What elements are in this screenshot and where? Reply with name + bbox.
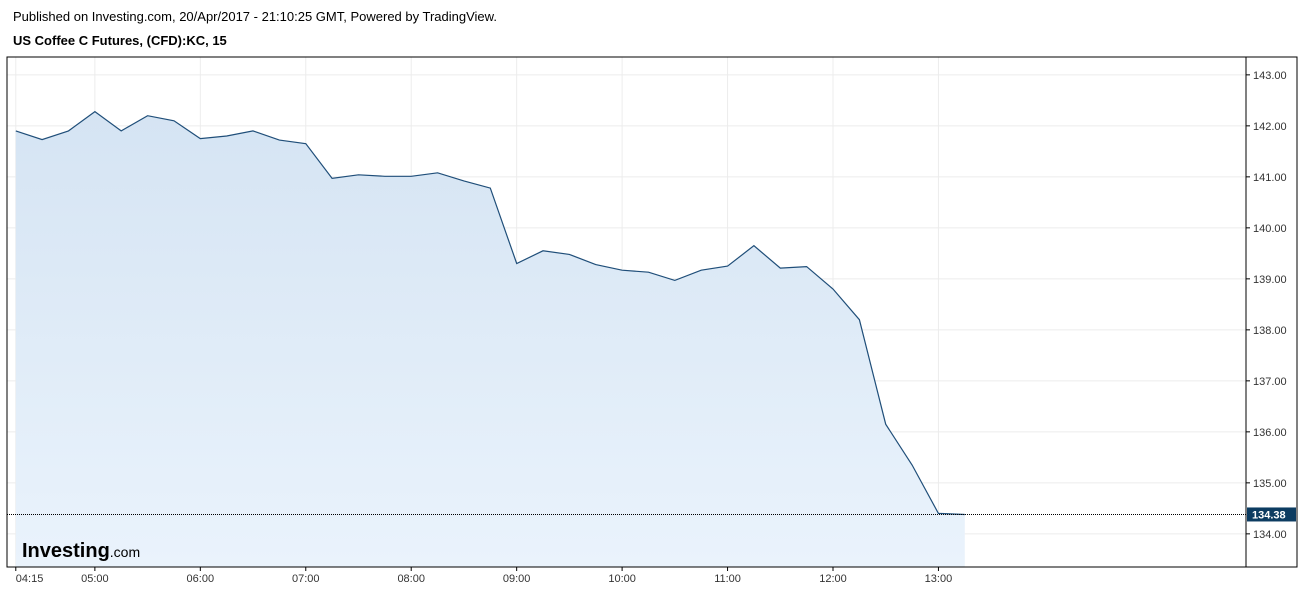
- chart-frame: [6, 56, 1298, 568]
- price-area-fill: [15, 111, 965, 567]
- x-tick-label: 08:00: [397, 573, 425, 585]
- investing-logo: Investing.com: [22, 540, 140, 562]
- y-tick-label: 140.00: [1253, 223, 1287, 235]
- y-tick-label: 137.00: [1253, 376, 1287, 388]
- y-tick-label: 135.00: [1253, 478, 1287, 490]
- x-tick-label: 11:00: [714, 573, 741, 585]
- price-line: [15, 110, 965, 516]
- y-tick-label: 136.00: [1253, 427, 1287, 439]
- y-tick-label: 142.00: [1253, 121, 1287, 133]
- grid: [7, 57, 1246, 567]
- y-tick-label: 138.00: [1253, 325, 1287, 337]
- last-price-value: 134.38: [1252, 509, 1286, 521]
- x-tick-label: 09:00: [503, 573, 531, 585]
- x-tick-label: 10:00: [608, 573, 636, 585]
- svg-text:Investing.com: Investing.com: [22, 540, 140, 562]
- chart-border: [6, 56, 1298, 568]
- x-tick-label: 07:00: [292, 573, 320, 585]
- y-tick-label: 139.00: [1253, 274, 1287, 286]
- x-axis: 04:15 05:00 06:00 07:00 08:00 09:00 10:00 11:00…: [15, 567, 953, 585]
- y-tick-label: 143.00: [1253, 70, 1287, 82]
- x-tick-label: 12:00: [819, 573, 847, 585]
- logo-suffix: .com: [110, 544, 140, 560]
- x-tick-label: 06:00: [187, 573, 215, 585]
- published-note: Published on Investing.com, 20/Apr/2017 …: [13, 9, 497, 24]
- x-tick-label: 04:15: [16, 573, 44, 585]
- y-tick-label: 134.00: [1253, 529, 1287, 541]
- last-price-label-bg: [1247, 507, 1296, 522]
- last-price-label: 134.38: [1247, 507, 1296, 522]
- y-axis: 134.00 135.00 136.00 137.00 138.00 139.00 140.…: [1246, 70, 1287, 541]
- chart-title: US Coffee C Futures, (CFD):KC, 15: [13, 33, 227, 48]
- logo-brand: Investing: [22, 540, 110, 562]
- x-tick-label: 13:00: [925, 573, 953, 585]
- y-tick-label: 141.00: [1253, 172, 1287, 184]
- x-tick-label: 05:00: [81, 573, 109, 585]
